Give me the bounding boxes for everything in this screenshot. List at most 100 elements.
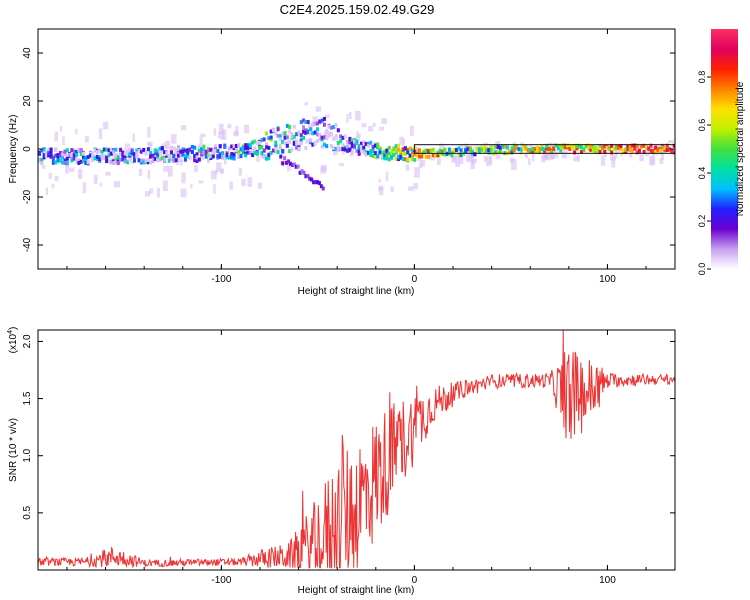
heatmap-cell: [559, 148, 563, 153]
heatmap-cell: [100, 149, 104, 154]
heatmap-speckle: [542, 152, 548, 159]
heatmap-speckle: [415, 147, 420, 155]
heatmap-speckle: [368, 125, 374, 132]
heatmap-cell: [82, 151, 86, 156]
snr-yscale-exp: 4: [7, 330, 14, 334]
heatmap-cell: [302, 129, 306, 134]
heatmap-cell: [98, 148, 102, 153]
heatmap-cell: [128, 152, 132, 157]
heatmap-cell: [661, 145, 665, 150]
heatmap-cell: [195, 157, 199, 162]
heatmap-cell: [139, 158, 143, 163]
heatmap-cell: [227, 146, 231, 151]
heatmap-cell: [383, 149, 387, 154]
heatmap-cell: [390, 149, 394, 154]
heatmap-branch-cell: [298, 170, 302, 175]
heatmap-cell: [385, 148, 389, 153]
heatmap-cell: [406, 148, 410, 153]
heatmap-cell: [109, 147, 113, 152]
heatmap-cell: [283, 131, 287, 136]
heatmap-cell: [362, 150, 366, 155]
snr-xlabel: Height of straight line (km): [298, 585, 415, 596]
heatmap-cell: [568, 146, 572, 151]
colorbar-tick-label: 0.2: [697, 215, 707, 228]
heatmap-cell: [369, 140, 373, 145]
colorbar-tick-label: 0.0: [697, 263, 707, 276]
heatmap-cell: [220, 154, 224, 159]
heatmap-cell: [188, 147, 192, 152]
heatmap-cell: [40, 148, 44, 153]
heatmap-cell: [290, 134, 294, 139]
heatmap-cell: [299, 133, 303, 138]
heatmap-cell: [598, 149, 602, 154]
heatmap-cell: [172, 153, 176, 158]
heatmap-cell: [54, 147, 58, 152]
heatmap-cell: [75, 150, 79, 155]
heatmap-cell: [100, 153, 104, 158]
heatmap-cell: [545, 146, 549, 151]
heatmap-cell: [137, 158, 141, 163]
heatmap-cell: [230, 144, 234, 149]
heatmap-cell: [170, 145, 174, 150]
heatmap-cell: [318, 132, 322, 137]
heatmap-cell: [362, 145, 366, 150]
heatmap-cell: [332, 146, 336, 151]
heatmap-speckle: [356, 133, 361, 138]
heatmap-cell: [63, 149, 67, 154]
heatmap-cell: [237, 150, 241, 155]
heatmap-cell: [654, 145, 658, 150]
heatmap-cell: [65, 154, 69, 159]
heatmap-branch-cell: [304, 174, 308, 179]
heatmap-speckle: [512, 142, 517, 146]
heatmap-cell: [369, 149, 373, 154]
heatmap-speckle: [639, 154, 645, 162]
heatmap-cell: [253, 139, 257, 144]
heatmap-cell: [394, 144, 398, 149]
heatmap-cell: [591, 144, 595, 149]
heatmap-cell: [577, 144, 581, 149]
heatmap-cell: [51, 160, 55, 165]
heatmap-cell: [269, 150, 273, 155]
heatmap-cell: [260, 153, 264, 158]
heatmap-cell: [181, 149, 185, 154]
heatmap-cell: [325, 144, 329, 149]
heatmap-cell: [98, 157, 102, 162]
heatmap-cell: [200, 152, 204, 157]
heatmap-cell: [450, 150, 454, 155]
heatmap-cell: [309, 130, 313, 135]
heatmap-cell: [237, 143, 241, 148]
heatmap-cell: [385, 156, 389, 161]
heatmap-cell: [116, 161, 120, 166]
heatmap-cell: [271, 148, 275, 153]
heatmap-cell: [153, 151, 157, 156]
heatmap-cell: [621, 148, 625, 153]
heatmap-cell: [40, 158, 44, 163]
heatmap-cell: [410, 157, 414, 162]
heatmap-cell: [292, 140, 296, 145]
heatmap-cell: [276, 133, 280, 138]
heatmap-cell: [454, 147, 458, 152]
heatmap-cell: [353, 143, 357, 148]
heatmap-cell: [619, 144, 623, 149]
heatmap-cell: [302, 125, 306, 130]
heatmap-cell: [394, 150, 398, 155]
heatmap-speckle: [161, 143, 168, 148]
heatmap-speckle: [84, 136, 89, 143]
heatmap-cell: [82, 158, 86, 163]
heatmap-cell: [593, 149, 597, 154]
heatmap-cell: [315, 121, 319, 126]
heatmap-speckle: [332, 147, 338, 156]
heatmap-cell: [651, 148, 655, 153]
heatmap-cell: [262, 148, 266, 153]
heatmap-cell: [137, 149, 141, 154]
heatmap-cell: [343, 147, 347, 152]
heatmap-cell: [304, 120, 308, 125]
heatmap-cell: [385, 153, 389, 158]
heatmap-cell: [552, 147, 556, 152]
heatmap-speckle: [378, 178, 381, 183]
heatmap-cell: [204, 154, 208, 159]
heatmap-cell: [485, 148, 489, 153]
heatmap-cell: [170, 157, 174, 162]
heatmap-cell: [457, 152, 461, 157]
heatmap-cell: [406, 157, 410, 162]
